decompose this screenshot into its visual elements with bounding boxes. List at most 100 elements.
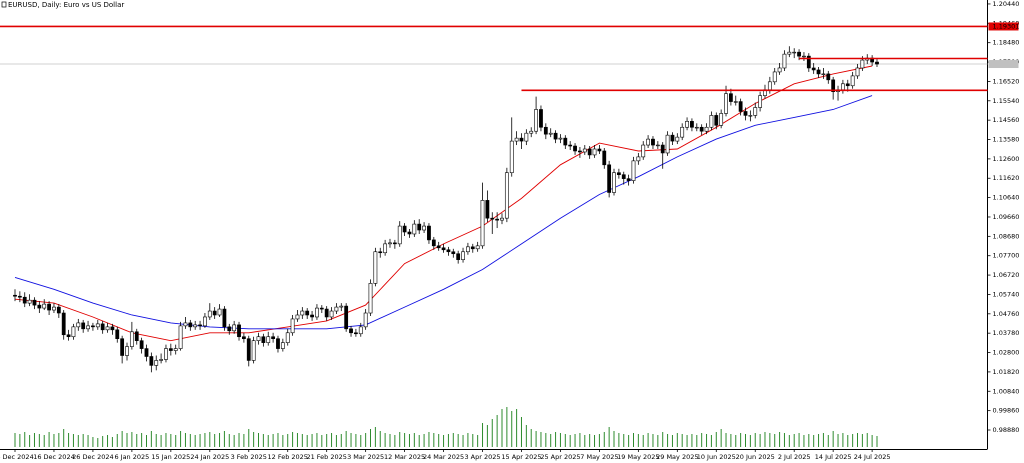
candle-body [251,340,256,361]
candle-body [207,310,212,318]
candle-body [100,323,105,331]
candle-body [607,164,612,193]
y-tick-label: 1.04760 [993,310,1020,318]
moving-average-line [14,95,873,330]
x-tick-label: 26 Dec 2024 [72,453,114,461]
y-tick-label: 1.20440 [993,0,1020,8]
candle-body [466,246,470,253]
candle-body [125,346,129,356]
candle-body [553,132,558,140]
candle-body [178,325,183,349]
candle-body [17,295,22,298]
candle-body [451,251,456,255]
candle-body [261,336,266,343]
candle-body [373,251,378,284]
candle-body [120,338,125,356]
candle-body [685,121,689,128]
y-tick-label: 1.18480 [993,39,1020,47]
candle-body [500,217,504,221]
candle-body [95,323,100,328]
y-tick-label: 1.05740 [993,290,1020,298]
y-tick-label: 1.10640 [993,194,1020,202]
candle-body [821,73,826,76]
y-tick-label: 1.12600 [993,155,1020,163]
candle-body [188,322,193,328]
candle-body [105,326,110,331]
candle-body [680,126,685,138]
candle-body [222,308,227,328]
candle-body [285,332,290,343]
candle-body [875,61,879,65]
candle-body [840,83,845,91]
candle-body [792,51,797,54]
candle-body [319,307,324,310]
candle-body [232,324,237,332]
candle-body [76,322,81,328]
candle-body [563,137,568,146]
candle-body [665,134,670,154]
candle-body [388,242,392,245]
y-tick-label: 1.11620 [993,174,1020,182]
candle-body [782,53,787,69]
x-tick-label: 25 Apr 2025 [540,453,580,461]
candle-body [802,55,806,58]
candle-body [227,326,232,332]
candle-body [32,299,37,306]
candle-body [412,223,417,235]
candle-body [22,296,27,304]
candle-body [86,325,90,330]
candle-body [816,69,821,75]
icon-box [1,1,7,8]
x-tick-label: 6 Jan 2025 [114,453,149,461]
candle-body [592,148,597,156]
candle-body [280,342,285,349]
candle-body [427,225,431,241]
candle-body [753,107,758,116]
x-tick-label: 21 Feb 2025 [306,453,346,461]
candle-body [134,331,139,341]
candle-body [621,174,626,179]
y-tick-label: 1.08680 [993,232,1020,240]
candle-body [310,314,314,318]
x-tick-label: 16 Dec 2024 [33,453,75,461]
candle-body [714,115,719,126]
candle-body [81,322,86,330]
candle-body [159,359,164,361]
candle-body [461,251,465,260]
x-tick-label: 3 Mar 2025 [347,453,384,461]
x-tick-label: 3 Apr 2025 [464,453,500,461]
candle-body [806,55,811,69]
candle-body [573,145,577,152]
candle-body [719,113,724,126]
candle-body [417,223,422,231]
candle-body [519,137,524,142]
candle-body [431,239,436,247]
candle-body [363,312,368,328]
candle-body [37,304,42,309]
candle-body [490,217,495,220]
candle-body [504,172,509,219]
candle-body [787,51,792,55]
x-tick-label: 12 Mar 2025 [384,453,425,461]
candle-body [154,360,159,366]
x-tick-label: 19 May 2025 [617,453,659,461]
candle-body [631,160,636,181]
candle-body [237,324,241,338]
y-tick-label: 1.07700 [993,252,1020,260]
candle-body [402,225,407,233]
candle-body [724,93,728,114]
candle-body [47,303,51,311]
candle-body [845,83,850,87]
candle-body [378,251,383,254]
candle-body [670,134,675,142]
y-tick-label: 0.98880 [993,426,1020,434]
x-tick-label: 6 Dec 2024 [0,453,34,461]
candle-body [315,307,319,318]
candle-body [831,79,836,92]
candle-body [612,172,616,193]
x-tick-label: 24 Jul 2025 [854,453,891,461]
candle-body [353,332,358,335]
candle-body [392,242,397,245]
candle-body [446,249,451,253]
